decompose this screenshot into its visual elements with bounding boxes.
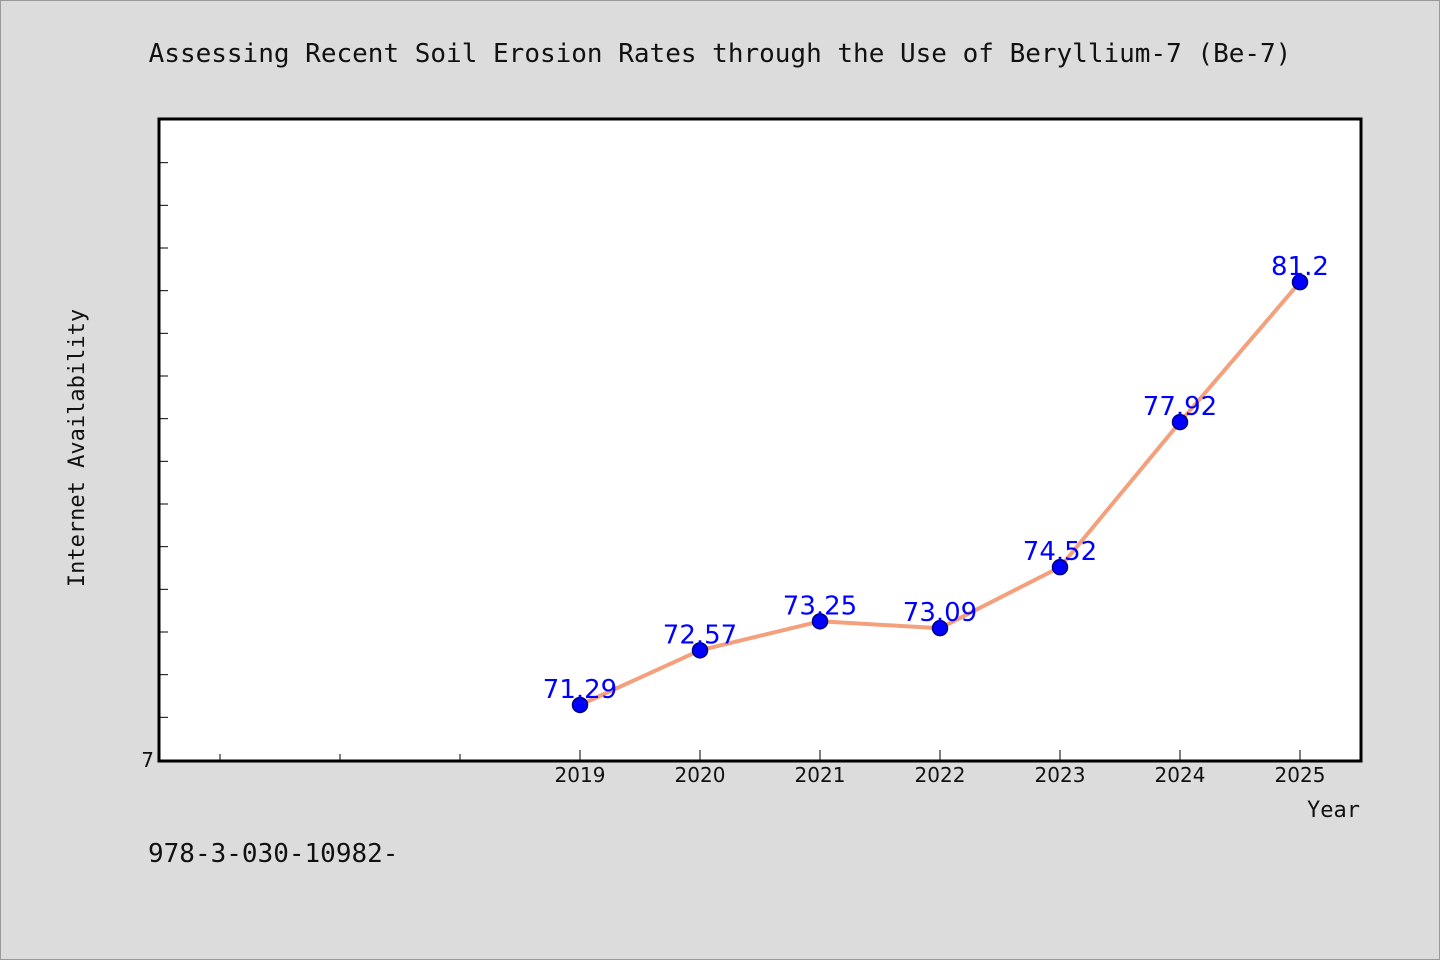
data-label-2019: 71.29	[543, 675, 617, 705]
x-tick-label-2025: 2025	[1275, 763, 1326, 787]
x-axis-tick-labels: 2019 2020 2021 2022 2023 2024 2025	[555, 763, 1326, 787]
data-label-2022: 73.09	[903, 598, 977, 628]
x-axis-label: Year	[1307, 798, 1360, 823]
data-point-2025	[1291, 273, 1309, 291]
data-point-2020	[691, 642, 709, 659]
chart-title: Assessing Recent Soil Erosion Rates thro…	[149, 39, 1292, 69]
footnote-isbn: 978-3-030-10982-	[148, 839, 398, 869]
data-label-2021: 73.25	[783, 591, 857, 621]
x-minor-ticks	[219, 754, 461, 760]
x-axis-ticks	[579, 750, 1301, 760]
y-axis-ticks	[160, 162, 168, 718]
y-axis-tick-labels: 7	[141, 748, 154, 772]
data-markers	[571, 273, 1309, 714]
x-tick-label-2021: 2021	[795, 763, 846, 787]
x-tick-label-2020: 2020	[675, 763, 726, 787]
data-point-2019	[571, 696, 589, 714]
data-point-2022	[931, 619, 949, 637]
x-tick-label-2019: 2019	[555, 763, 606, 787]
data-label-2023: 74.52	[1023, 537, 1097, 567]
data-point-2021	[811, 613, 829, 630]
data-label-2024: 77.92	[1143, 392, 1217, 422]
data-label-2025: 81.2	[1271, 252, 1329, 282]
x-tick-label-2024: 2024	[1155, 763, 1206, 787]
plot-area	[157, 117, 1363, 763]
data-labels: 71.29 72.57 73.25 73.09 74.52 77.92 81.2	[543, 252, 1329, 705]
y-tick-label: 7	[141, 748, 154, 772]
data-point-2024	[1171, 413, 1189, 431]
y-axis-label: Internet Availability	[65, 309, 90, 587]
data-label-2020: 72.57	[663, 620, 737, 650]
x-tick-label-2023: 2023	[1035, 763, 1086, 787]
data-point-2023	[1051, 558, 1069, 576]
x-tick-label-2022: 2022	[915, 763, 966, 787]
